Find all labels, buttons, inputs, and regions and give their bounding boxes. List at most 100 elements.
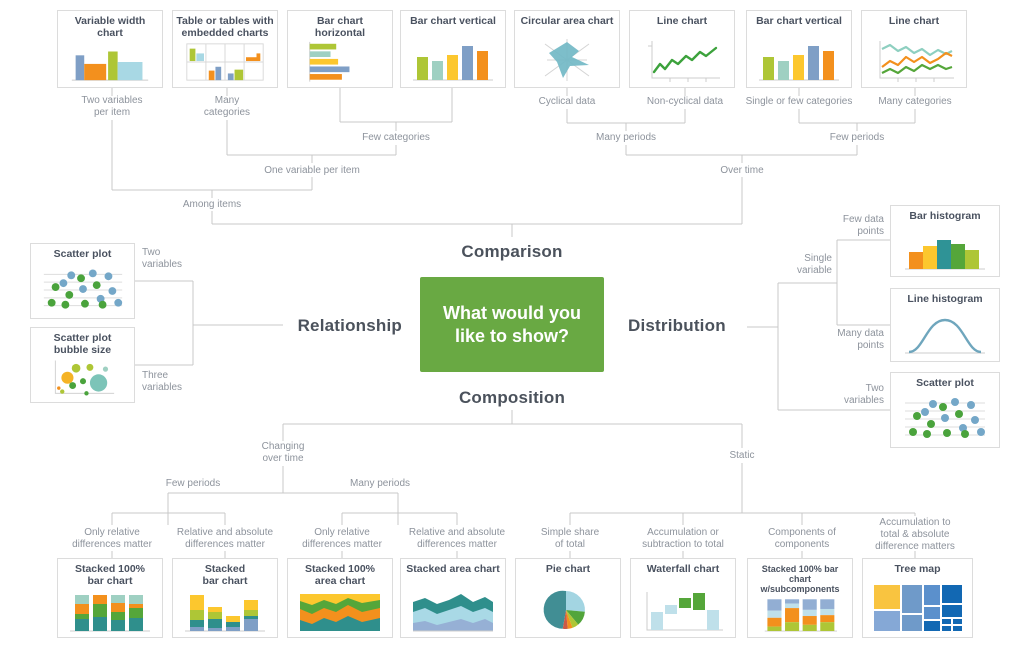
card-title: Bar chart horizontal [314,15,366,39]
card-stacked-100-bar-chart: Stacked 100% bar chart [57,558,163,638]
card-stacked-area-chart: Stacked area chart [400,558,506,638]
branch-label-single-or-few-categories: Single or few categories [745,96,853,107]
card-bar-chart-vertical-1: Bar chart vertical [400,10,506,88]
branch-label-many-categories-1: Many categories [203,95,251,118]
card-stacked-100-bar-subcomponents: Stacked 100% bar chart w/subcomponents [747,558,853,638]
bar-chart-vertical-icon [759,46,839,81]
card-scatter-plot: Scatter plot [30,243,135,319]
stacked-100-bar-chart-icon [70,595,150,632]
branch-label-accumulation-total: Accumulation to total & absolute differe… [875,517,955,552]
card-circular-area-chart: Circular area chart [514,10,620,88]
card-line-chart-noncyclical: Line chart [629,10,735,88]
branch-label-only-relative-2: Only relative differences matter [302,527,382,550]
bar-chart-horizontal-icon [309,41,350,82]
pie-chart-icon [543,590,585,629]
card-title: Waterfall chart [646,563,720,575]
branch-label-among-items: Among items [182,199,242,210]
stacked-100-bar-subcomponents-icon [764,599,838,632]
branch-label-many-data-points: Many data points [837,328,884,351]
card-title: Stacked bar chart [202,563,248,587]
branch-label-changing-over-time: Changing over time [261,441,305,464]
line-chart-icon [648,41,720,82]
branch-label-static: Static [729,450,755,461]
card-bar-chart-vertical-2: Bar chart vertical [746,10,852,88]
branch-label-many-periods: Many periods [595,132,657,143]
card-title: Circular area chart [520,15,614,27]
card-title: Line chart [656,15,708,27]
branch-label-three-variables: Three variables [142,370,183,393]
card-pie-chart: Pie chart [515,558,621,638]
branch-label-few-data-points: Few data points [842,214,884,237]
line-histogram-icon [905,318,985,354]
stacked-area-chart-icon [413,594,493,632]
card-title: Bar chart vertical [756,15,842,27]
card-title: Line histogram [907,293,983,305]
central-question-box: What would you like to show? [420,277,604,372]
branch-label-components: Components of components [768,527,836,550]
card-bar-chart-horizontal: Bar chart horizontal [287,10,393,88]
heading-comparison: Comparison [461,242,563,261]
branch-label-over-time: Over time [720,165,764,176]
card-title: Scatter plot [916,377,974,389]
branch-label-only-relative-1: Only relative differences matter [72,527,152,550]
branch-label-simple-share: Simple share of total [540,527,600,550]
waterfall-chart-icon [646,592,723,631]
card-variable-width-chart: Variable width chart [57,10,163,88]
card-title: Bar chart vertical [410,15,496,27]
bar-histogram-icon [905,240,985,270]
heading-composition: Composition [458,388,566,407]
card-title: Stacked 100% bar chart w/subcomponents [760,564,840,595]
multi-line-chart-icon [879,41,954,82]
card-title: Stacked 100% area chart [304,563,376,587]
card-stacked-100-area-chart: Stacked 100% area chart [287,558,393,638]
card-title: Stacked 100% bar chart [74,563,146,587]
branch-label-two-variables-dist: Two variables [843,383,884,406]
branch-label-relative-absolute-2: Relative and absolute differences matter [408,527,506,550]
card-table-embedded-charts: Table or tables with embedded charts [172,10,278,88]
branch-label-two-variables: Two variables [142,247,183,270]
card-title: Scatter plot [53,248,112,260]
variable-width-chart-icon [71,51,149,81]
heading-relationship: Relationship [297,316,402,335]
card-scatter-plot-bubble-size: Scatter plot bubble size [30,327,135,403]
branch-label-accumulation-subtraction: Accumulation or subtraction to total [642,527,724,550]
circular-area-chart-icon [544,39,590,81]
branch-label-cyclical-data: Cyclical data [538,96,596,107]
scatter-plot-icon [905,398,985,438]
branch-label-many-periods-bottom: Many periods [349,478,411,489]
bar-chart-vertical-icon [413,46,493,81]
card-tree-map: Tree map [862,558,973,638]
card-title: Bar histogram [909,210,981,222]
card-title: Scatter plot bubble size [53,332,112,356]
card-stacked-bar-chart: Stacked bar chart [172,558,278,638]
card-title: Tree map [894,563,941,575]
card-title: Stacked area chart [406,563,500,575]
tree-map-icon [873,585,962,631]
bubble-chart-icon [54,359,114,395]
branch-label-few-categories: Few categories [362,132,430,143]
card-title: Line chart [888,15,940,27]
branch-label-many-categories-2: Many categories [878,96,952,107]
scatter-plot-icon [43,269,122,309]
branch-label-relative-absolute-1: Relative and absolute differences matter [176,527,274,550]
branch-label-one-variable-per-item: One variable per item [264,165,360,176]
branch-label-two-variables-per-item: Two variables per item [81,95,143,118]
branch-label-few-periods-bottom: Few periods [165,478,221,489]
branch-label-non-cyclical-data: Non-cyclical data [646,96,724,107]
card-scatter-plot-distribution: Scatter plot [890,372,1000,448]
stacked-bar-chart-icon [185,595,265,632]
card-line-histogram: Line histogram [890,288,1000,362]
branch-label-single-variable: Single variable [796,253,832,276]
branch-label-few-periods: Few periods [829,132,885,143]
table-embedded-charts-icon [186,43,264,81]
card-title: Pie chart [545,563,591,575]
card-line-chart-many-categories: Line chart [861,10,967,88]
card-title: Table or tables with embedded charts [176,15,274,39]
stacked-100-area-chart-icon [300,594,380,631]
card-waterfall-chart: Waterfall chart [630,558,736,638]
card-title: Variable width chart [74,15,146,39]
heading-distribution: Distribution [628,316,726,335]
card-bar-histogram: Bar histogram [890,205,1000,277]
